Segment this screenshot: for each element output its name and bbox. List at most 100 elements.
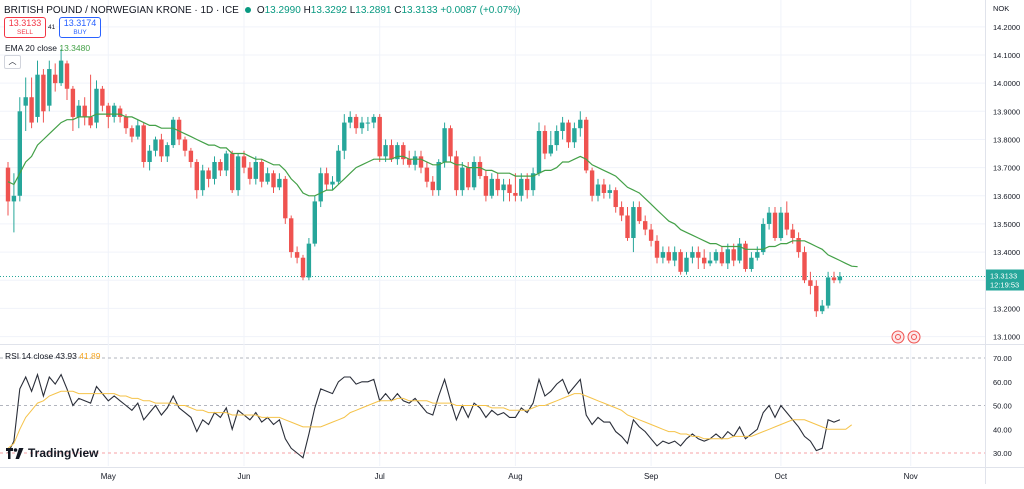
candle-body	[365, 122, 371, 124]
candle-body	[41, 74, 46, 112]
price-axis-tick-label: 13.2000	[993, 304, 1020, 313]
sell-label: SELL	[17, 29, 33, 36]
economic-event-icon[interactable]	[891, 330, 905, 344]
candle-body	[389, 145, 394, 160]
sell-button[interactable]: 13.3133 SELL	[4, 17, 46, 38]
candle-body	[837, 276, 843, 281]
ema-legend[interactable]: EMA 20 close 13.3480	[5, 43, 90, 53]
candle-body	[530, 173, 536, 191]
currency-label: NOK	[993, 4, 1009, 13]
candle-body	[660, 252, 666, 258]
rsi-legend-label: RSI 14 close	[5, 351, 54, 361]
tradingview-logo[interactable]: TradingView	[6, 446, 98, 460]
buy-button[interactable]: 13.3174 BUY	[59, 17, 101, 38]
candle-body	[684, 257, 689, 272]
candle-body	[631, 207, 636, 239]
candle-body	[607, 190, 612, 193]
candle-body	[507, 184, 512, 193]
candle-body	[165, 145, 170, 157]
candle-body	[312, 201, 317, 244]
candle-body	[241, 156, 247, 168]
candle-body	[601, 184, 607, 193]
candle-body	[377, 116, 382, 157]
candle-body	[271, 173, 276, 188]
candle-body	[353, 116, 359, 129]
candle-body	[625, 215, 630, 239]
candle-body	[466, 167, 471, 188]
candle-body	[707, 260, 713, 264]
ema-legend-label: EMA 20 close	[5, 43, 57, 53]
candle-body	[755, 252, 760, 258]
candle-body	[247, 167, 253, 179]
candle-body	[471, 161, 477, 188]
candle-body	[825, 277, 831, 306]
candle-body	[106, 105, 111, 117]
candle-body	[5, 167, 11, 202]
close-value: 13.3133	[401, 4, 438, 16]
candle-body	[743, 243, 748, 269]
candle-body	[289, 218, 294, 253]
candle-body	[259, 161, 264, 182]
economic-event-icon-inner	[895, 334, 901, 340]
candle-body	[560, 122, 565, 132]
candle-body	[117, 108, 123, 117]
time-axis-tick-label: Jun	[238, 472, 251, 481]
candle-body	[35, 74, 40, 117]
candle-body	[171, 119, 176, 146]
candle-body	[483, 176, 489, 196]
price-axis-tick-label: 13.9000	[993, 107, 1020, 116]
collapse-legend-chevron-icon[interactable]: ︿	[4, 55, 21, 69]
candle-body	[584, 119, 589, 171]
candle-body	[182, 139, 188, 151]
candle-body	[23, 97, 28, 106]
candle-body	[265, 173, 270, 182]
sell-price: 13.3133	[8, 18, 42, 28]
rsi-legend-value: 43.93	[55, 351, 77, 361]
ohlc-readout: O13.2990 H13.3292 L13.2891 C13.3133 +0.0…	[256, 4, 521, 16]
economic-event-icon[interactable]	[907, 330, 921, 344]
candle-body	[212, 161, 217, 179]
candle-body	[737, 243, 742, 261]
candle-body	[70, 88, 76, 117]
candle-body	[690, 252, 695, 258]
candle-body	[342, 122, 347, 151]
rsi-legend[interactable]: RSI 14 close 43.93 41.89	[5, 351, 101, 361]
symbol-name[interactable]: BRITISH POUND / NORWEGIAN KRONE · 1D · I…	[4, 4, 239, 16]
candle-body	[725, 249, 730, 264]
candle-body	[820, 305, 825, 312]
candle-body	[595, 184, 601, 196]
rsi-axis-tick-label: 60.00	[993, 378, 1012, 387]
candle-body	[129, 128, 135, 137]
current-price-label: 13.3133	[990, 272, 1017, 281]
price-axis-tick-label: 13.6000	[993, 192, 1020, 201]
candle-body	[772, 212, 778, 239]
candle-body	[796, 238, 801, 253]
rsi-axis-tick-label: 40.00	[993, 425, 1012, 434]
countdown-label: 12:19:53	[990, 281, 1019, 290]
candle-body	[318, 173, 323, 202]
candle-body	[442, 128, 447, 162]
symbol-header: BRITISH POUND / NORWEGIAN KRONE · 1D · I…	[4, 2, 520, 18]
buy-price: 13.3174	[63, 18, 97, 28]
candle-body	[47, 69, 52, 106]
candle-body	[141, 125, 146, 162]
candle-body	[64, 63, 70, 89]
market-status-dot	[244, 7, 251, 13]
ema-20-line	[7, 113, 858, 268]
candle-body	[519, 178, 524, 196]
candle-body	[666, 252, 671, 261]
candle-body	[277, 178, 282, 188]
candle-body	[831, 277, 837, 281]
rsi-axis-tick-label: 30.00	[993, 449, 1012, 458]
candle-body	[336, 150, 341, 182]
high-value: 13.3292	[310, 4, 347, 16]
candle-body	[94, 88, 99, 123]
candle-body	[525, 178, 530, 191]
candle-body	[784, 212, 789, 230]
rsi-ma-legend-value: 41.89	[79, 351, 101, 361]
candle-body	[11, 195, 17, 202]
candle-body	[300, 257, 306, 278]
